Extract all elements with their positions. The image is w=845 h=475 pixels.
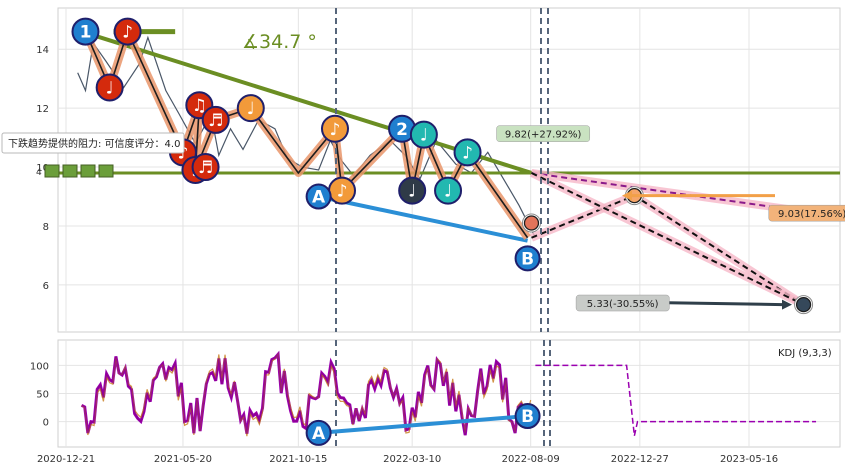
projection-start-marker xyxy=(523,215,540,231)
kdj-y-tick-label: 100 xyxy=(30,361,49,372)
pattern-point-6-circle xyxy=(191,153,220,182)
x-tick-label: 2021-10-15 xyxy=(269,454,327,465)
y-tick-label: 10 xyxy=(36,163,49,174)
kdj-future-line xyxy=(535,364,817,436)
kdj-anchor-1-circle xyxy=(514,403,541,430)
target-arrow-upper-head xyxy=(622,190,632,201)
y-tick-label: 6 xyxy=(43,281,49,292)
pattern-point-7-circle xyxy=(201,105,230,134)
annotation-text-2: 5.33(-30.55%) xyxy=(587,299,659,310)
pattern-point-9-label: ♪ xyxy=(330,120,341,140)
target-arrow-lower-head xyxy=(782,299,792,310)
pattern-point-12-circle xyxy=(398,176,427,205)
kdj-anchor-0-circle xyxy=(305,419,332,446)
pattern-point-6-label: ♬ xyxy=(198,158,213,178)
pattern-point-2-circle xyxy=(113,17,142,46)
pattern-point-11-label: 2 xyxy=(396,120,408,140)
pattern-point-13-circle xyxy=(409,120,438,149)
resistance-callout-box xyxy=(1,132,185,154)
kdj-legend-box xyxy=(770,344,836,360)
x-tick-label: 2020-12-21 xyxy=(37,454,95,465)
anchor-point-1-label: B xyxy=(521,249,534,269)
x-tick-label: 2022-08-09 xyxy=(502,454,560,465)
rating-prefix: 4 xyxy=(36,168,42,178)
anchor-point-0-label: A xyxy=(312,188,326,208)
projection-end-marker xyxy=(795,296,812,313)
kdj-support-line xyxy=(318,414,528,435)
projection-dash-lower xyxy=(531,172,805,306)
pattern-point-9-circle xyxy=(320,114,349,143)
pattern-point-15-label: ♪ xyxy=(462,143,473,163)
annotation-text-0: 9.82(+27.92%) xyxy=(505,130,582,141)
pattern-point-4-label: ♫ xyxy=(192,96,207,116)
y-tick-label: 8 xyxy=(43,222,49,233)
x-tick-label: 2023-05-16 xyxy=(720,454,778,465)
angle-label: ∡34.7 ° xyxy=(242,31,317,53)
pattern-point-0-circle xyxy=(71,17,100,46)
anchor-point-0-circle xyxy=(305,183,332,210)
rating-block-0 xyxy=(44,164,60,178)
kdj-anchor-1-label: B xyxy=(521,407,534,427)
annotation-box-2 xyxy=(575,294,670,312)
anchor-point-1-circle xyxy=(514,245,541,272)
pattern-point-1-label: ♩ xyxy=(106,79,114,99)
target-arrow-lower xyxy=(651,301,783,307)
pattern-point-10-label: ♪ xyxy=(337,182,348,202)
pattern-point-14-circle xyxy=(434,176,463,205)
y-tick-label: 12 xyxy=(36,104,49,115)
resistance-callout-text: 下跌趋势提供的阻力: 可信度评分：4.0 xyxy=(8,137,180,150)
kdj-panel: 2020-12-21 2021-05-20 2021-10-15 2022-03-10… xyxy=(30,339,841,465)
pattern-point-2-label: ♪ xyxy=(122,23,133,43)
kdj-k-line xyxy=(81,352,532,436)
y-tick-label: 14 xyxy=(36,45,49,56)
pattern-point-13-label: ♩ xyxy=(420,126,428,146)
kdj-y-tick-label: 0 xyxy=(43,418,49,429)
projection-dash-upper xyxy=(531,171,804,213)
pattern-point-15-circle xyxy=(453,138,482,167)
kdj-y-tick-label: 50 xyxy=(36,390,49,401)
pattern-point-14-label: ♩ xyxy=(444,182,452,202)
pattern-point-8-circle xyxy=(236,94,265,123)
pattern-point-8-label: ♩ xyxy=(247,99,255,119)
x-tick-label: 2021-05-20 xyxy=(154,454,212,465)
price-plot-area xyxy=(57,7,841,333)
pattern-point-1-circle xyxy=(95,73,124,102)
annotation-box-1 xyxy=(768,204,845,222)
rating-block-1 xyxy=(62,164,78,178)
rating-block-3 xyxy=(98,164,114,178)
rating-block-2 xyxy=(80,164,96,178)
pattern-point-12-label: ♩ xyxy=(408,182,416,202)
kdj-anchor-0-label: A xyxy=(312,424,326,444)
annotation-text-1: 9.03(17.56%) xyxy=(778,209,845,220)
support-line xyxy=(318,194,528,243)
annotation-box-0 xyxy=(496,125,591,142)
x-tick-label: 2022-12-27 xyxy=(611,454,669,465)
pattern-point-0-label: 1 xyxy=(80,23,92,43)
pattern-point-7-label: ♬ xyxy=(208,111,223,131)
wave-line xyxy=(84,29,529,239)
x-tick-label: 2022-03-10 xyxy=(383,454,441,465)
kdj-legend-text: KDJ (9,3,3) xyxy=(778,348,832,359)
